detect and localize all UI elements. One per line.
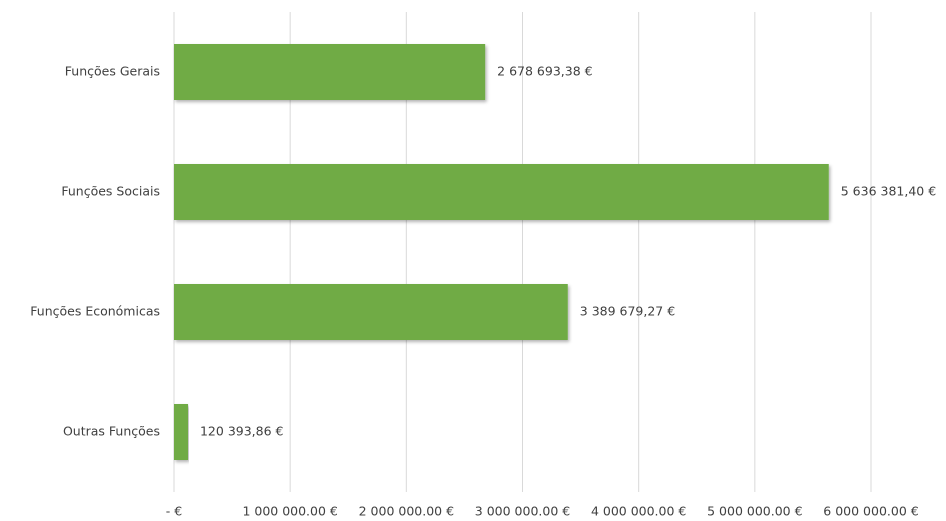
bar <box>174 284 568 340</box>
x-tick-label: 1 000 000.00 € <box>242 504 337 519</box>
value-label: 120 393,86 € <box>200 424 284 439</box>
value-label: 3 389 679,27 € <box>580 304 675 319</box>
bar <box>174 44 486 100</box>
x-tick-label: 3 000 000.00 € <box>475 504 570 519</box>
x-tick-label: 4 000 000.00 € <box>591 504 686 519</box>
bar <box>174 164 829 220</box>
y-tick-label: Funções Gerais <box>65 64 160 79</box>
value-label: 2 678 693,38 € <box>497 64 592 79</box>
y-tick-label: Funções Sociais <box>61 184 160 199</box>
y-tick-label: Funções Económicas <box>30 304 160 319</box>
x-tick-label: 2 000 000.00 € <box>359 504 454 519</box>
x-tick-label: 5 000 000.00 € <box>707 504 802 519</box>
bar <box>174 404 188 460</box>
value-label: 5 636 381,40 € <box>841 184 936 199</box>
y-tick-label: Outras Funções <box>63 424 160 439</box>
x-tick-label: - € <box>166 504 182 519</box>
x-tick-label: 6 000 000.00 € <box>823 504 918 519</box>
